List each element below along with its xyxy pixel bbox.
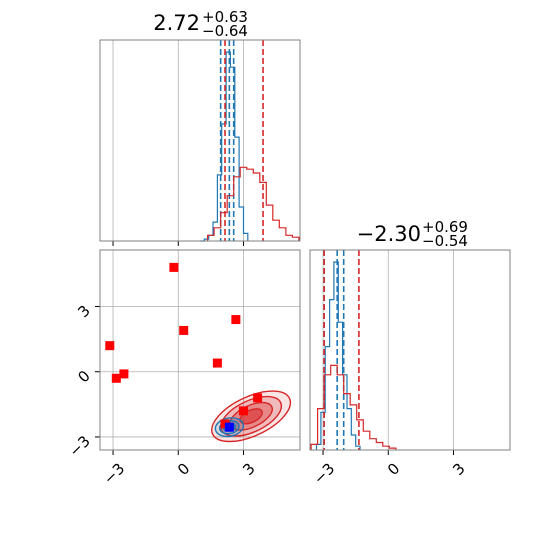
- hist-y-xtick-label-0: −3: [310, 460, 338, 488]
- scatter-xtick-label-1: 0: [174, 460, 193, 479]
- hist-y-xtick-label-2: 3: [449, 460, 468, 479]
- scatter-background: [100, 250, 300, 450]
- scatter-point-6: [212, 358, 222, 368]
- scatter-ytick-label-2: 3: [74, 302, 93, 321]
- hist-y-xtick-label-1: 0: [384, 460, 403, 479]
- hist-x-series-0-step: [200, 51, 249, 242]
- scatter-frame: [99, 249, 301, 451]
- scatter-xtick-label-0: −3: [100, 460, 128, 488]
- scatter-panel: −3 0 3 −3 0 3: [65, 249, 301, 488]
- hist-x-title-minus: −0.64: [202, 22, 248, 40]
- hist-x-frame: [99, 39, 301, 242]
- scatter-point-8: [238, 406, 248, 416]
- scatter-point-7: [253, 393, 263, 403]
- hist-y-frame: [309, 249, 511, 451]
- scatter-point-2: [111, 373, 121, 383]
- scatter-ytick-label-1: 0: [74, 367, 93, 386]
- hist-x-panel: 2.72 +0.63 −0.64: [99, 8, 301, 246]
- hist-y-title-minus: −0.54: [422, 232, 468, 250]
- hist-x-title-value: 2.72: [153, 11, 200, 35]
- scatter-point-4: [179, 325, 189, 335]
- scatter-point-0: [169, 262, 179, 272]
- hist-y-panel: −2.30 +0.69 −0.54 −3 0 3: [309, 218, 511, 488]
- scatter-point-3: [119, 369, 129, 379]
- scatter-truth-marker: [224, 422, 234, 432]
- hist-y-title-plus: +0.69: [422, 218, 468, 236]
- hist-y-series-0-step: [315, 261, 361, 450]
- hist-x-title-plus: +0.63: [202, 8, 248, 26]
- scatter-point-1: [105, 341, 115, 351]
- scatter-point-5: [231, 315, 241, 325]
- scatter-xtick-label-2: 3: [239, 460, 258, 479]
- hist-y-title-value: −2.30: [357, 222, 421, 246]
- hist-x-series-1-step: [207, 166, 300, 241]
- hist-y-series-1-step: [310, 364, 397, 450]
- scatter-ytick-label-0: −3: [65, 432, 93, 460]
- hist-x-background: [100, 40, 300, 241]
- hist-y-background: [310, 250, 510, 450]
